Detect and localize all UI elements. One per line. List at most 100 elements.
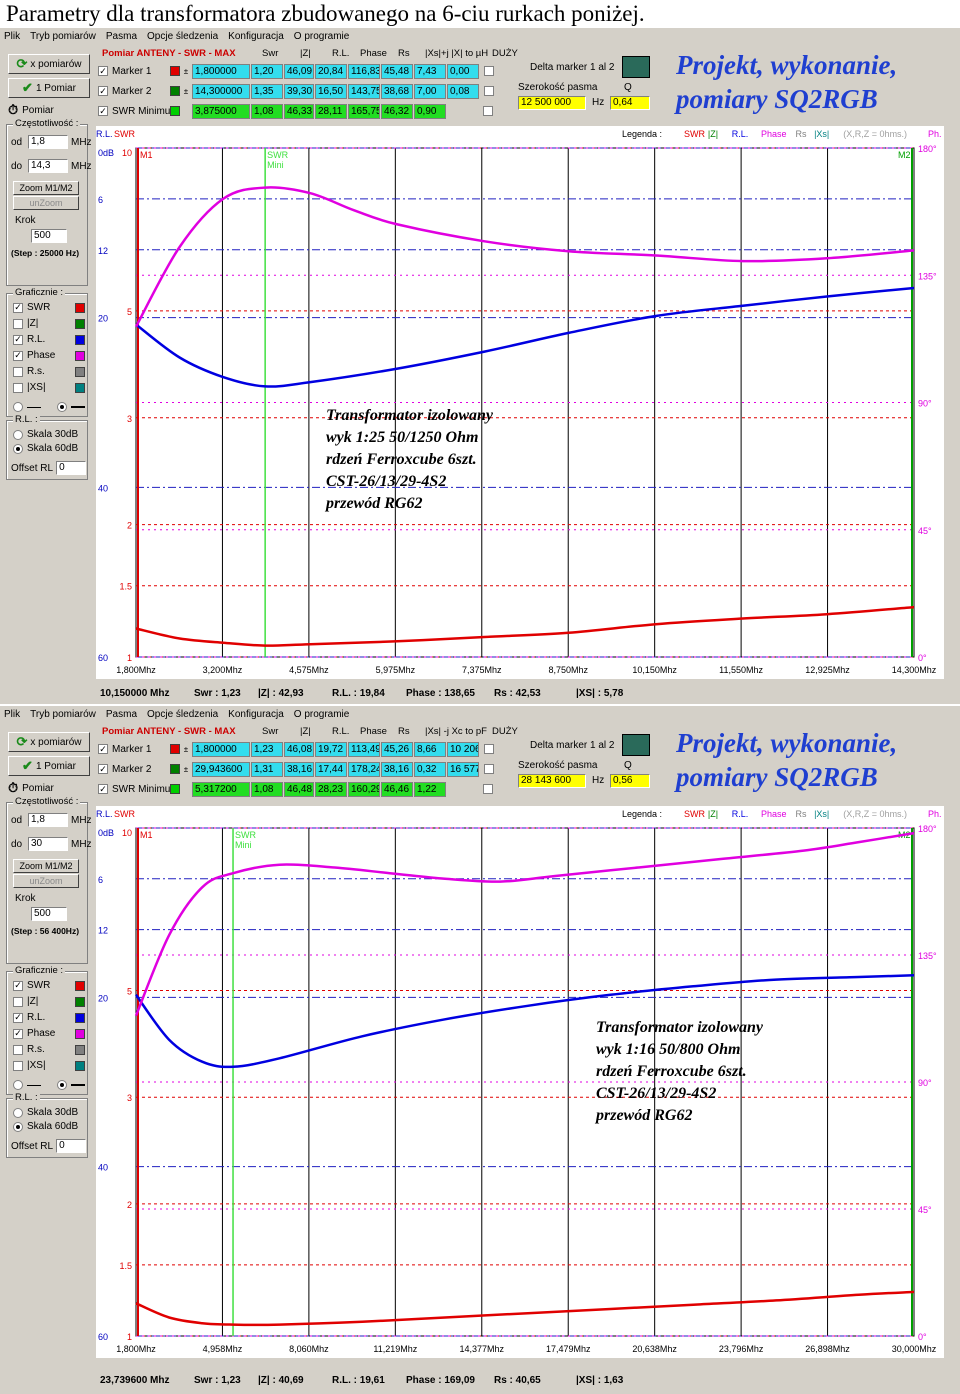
line-style-thick-radio[interactable] [57,402,67,412]
skala-30-radio[interactable] [13,429,23,440]
graph-toggle-4[interactable]: R.s. [13,1044,85,1055]
pomiar-radio-row[interactable]: ⏱ Pomiar [8,102,54,118]
x-pomiarow-button[interactable]: ⟳ x pomiarów [8,54,90,74]
graph-toggle-5[interactable]: |XS| [13,382,85,393]
marker-enable-checkbox[interactable]: ✓ [98,783,108,794]
color-swatch[interactable] [75,302,85,313]
chart-area[interactable]: 1,800Mhz 4,958Mhz 8,060Mhz 11,219Mhz 14,377M… [96,806,944,1358]
duzy-checkbox[interactable] [483,106,493,116]
color-swatch[interactable] [75,350,85,361]
color-swatch[interactable] [75,366,85,377]
graph-toggle-checkbox[interactable] [13,318,23,329]
pomiar-radio-row[interactable]: ⏱ Pomiar [8,780,54,796]
menu-item-1[interactable]: Tryb pomiarów [30,30,96,42]
color-swatch[interactable] [75,996,85,1007]
graph-toggle-checkbox[interactable]: ✓ [13,1028,23,1039]
menu-item-5[interactable]: O programie [293,708,350,720]
marker-stepper-icon[interactable]: ± [183,86,189,96]
skala-60-radio[interactable] [13,1121,23,1132]
skala-30-option[interactable]: Skala 30dB [13,1107,85,1118]
do-input[interactable]: 14,3 [28,159,68,173]
duzy-checkbox[interactable] [484,86,494,96]
graph-toggle-5[interactable]: |XS| [13,1060,85,1071]
marker-stepper-icon[interactable]: ± [183,744,189,754]
line-style-thin-radio[interactable] [13,1080,23,1090]
graph-toggle-1[interactable]: |Z| [13,318,85,329]
color-swatch[interactable] [75,1044,85,1055]
zoom-m1-m2-button[interactable]: Zoom M1/M2 [13,859,79,873]
color-swatch[interactable] [75,1012,85,1023]
color-swatch[interactable] [75,318,85,329]
duzy-checkbox[interactable] [484,744,494,754]
duzy-checkbox[interactable] [484,764,494,774]
graph-toggle-checkbox[interactable]: ✓ [13,1012,23,1023]
offset-rl-input[interactable]: 0 [56,461,87,475]
menu-item-2[interactable]: Pasma [105,708,138,720]
graph-toggle-checkbox[interactable] [13,996,23,1007]
marker-stepper-icon[interactable]: ± [183,66,189,76]
line-style-thick-radio[interactable] [57,1080,67,1090]
graph-toggle-checkbox[interactable]: ✓ [13,302,23,313]
graph-toggle-3[interactable]: ✓ Phase [13,1028,85,1039]
skala-30-radio[interactable] [13,1107,23,1118]
unzoom-button[interactable]: unZoom [13,874,79,888]
menu-item-4[interactable]: Konfiguracja [228,708,284,720]
graph-toggle-checkbox[interactable] [13,1060,23,1071]
marker-enable-checkbox[interactable]: ✓ [98,763,108,774]
calculator-icon[interactable] [622,734,650,756]
graph-toggle-1[interactable]: |Z| [13,996,85,1007]
offset-rl-input[interactable]: 0 [56,1139,87,1153]
marker-enable-checkbox[interactable]: ✓ [98,65,108,76]
graph-toggle-checkbox[interactable]: ✓ [13,980,23,991]
graph-toggle-checkbox[interactable] [13,382,23,393]
marker-enable-checkbox[interactable]: ✓ [98,743,108,754]
skala-60-radio[interactable] [13,443,23,454]
unzoom-button[interactable]: unZoom [13,196,79,210]
do-input[interactable]: 30 [28,837,68,851]
skala-30-option[interactable]: Skala 30dB [13,429,85,440]
graph-toggle-3[interactable]: ✓ Phase [13,350,85,361]
menu-item-0[interactable]: Plik [4,708,21,720]
graph-toggle-0[interactable]: ✓ SWR [13,302,85,313]
krok-input[interactable]: 500 [31,907,67,921]
single-measure-button[interactable]: ✔ 1 Pomiar [8,756,90,776]
graph-toggle-checkbox[interactable] [13,366,23,377]
marker-enable-checkbox[interactable]: ✓ [98,105,108,116]
line-style-row[interactable] [13,1080,85,1090]
graph-toggle-2[interactable]: ✓ R.L. [13,1012,85,1023]
graph-toggle-4[interactable]: R.s. [13,366,85,377]
menu-item-0[interactable]: Plik [4,30,21,42]
graph-toggle-checkbox[interactable]: ✓ [13,334,23,345]
menu-item-2[interactable]: Pasma [105,30,138,42]
color-swatch[interactable] [75,334,85,345]
color-swatch[interactable] [75,382,85,393]
menu-item-3[interactable]: Opcje śledzenia [147,30,219,42]
x-pomiarow-button[interactable]: ⟳ x pomiarów [8,732,90,752]
color-swatch[interactable] [75,1028,85,1039]
graph-toggle-2[interactable]: ✓ R.L. [13,334,85,345]
calculator-icon[interactable] [622,56,650,78]
skala-60-option[interactable]: Skala 60dB [13,1121,85,1132]
color-swatch[interactable] [75,1060,85,1071]
chart-area[interactable]: 1,800Mhz 3,200Mhz 4,575Mhz 5,975Mhz 7,375Mhz… [96,126,944,679]
od-input[interactable]: 1,8 [28,135,68,149]
menu-item-4[interactable]: Konfiguracja [228,30,284,42]
krok-input[interactable]: 500 [31,229,67,243]
color-swatch[interactable] [75,980,85,991]
marker-stepper-icon[interactable]: ± [183,764,189,774]
duzy-checkbox[interactable] [484,66,494,76]
single-measure-button[interactable]: ✔ 1 Pomiar [8,78,90,98]
menu-item-3[interactable]: Opcje śledzenia [147,708,219,720]
graph-toggle-0[interactable]: ✓ SWR [13,980,85,991]
line-style-thin-radio[interactable] [13,402,23,412]
zoom-m1-m2-button[interactable]: Zoom M1/M2 [13,181,79,195]
line-style-row[interactable] [13,402,85,412]
duzy-checkbox[interactable] [483,784,493,794]
graph-toggle-checkbox[interactable]: ✓ [13,350,23,361]
od-input[interactable]: 1,8 [28,813,68,827]
menu-item-1[interactable]: Tryb pomiarów [30,708,96,720]
marker-enable-checkbox[interactable]: ✓ [98,85,108,96]
graph-toggle-checkbox[interactable] [13,1044,23,1055]
skala-60-option[interactable]: Skala 60dB [13,443,85,454]
menu-item-5[interactable]: O programie [293,30,350,42]
